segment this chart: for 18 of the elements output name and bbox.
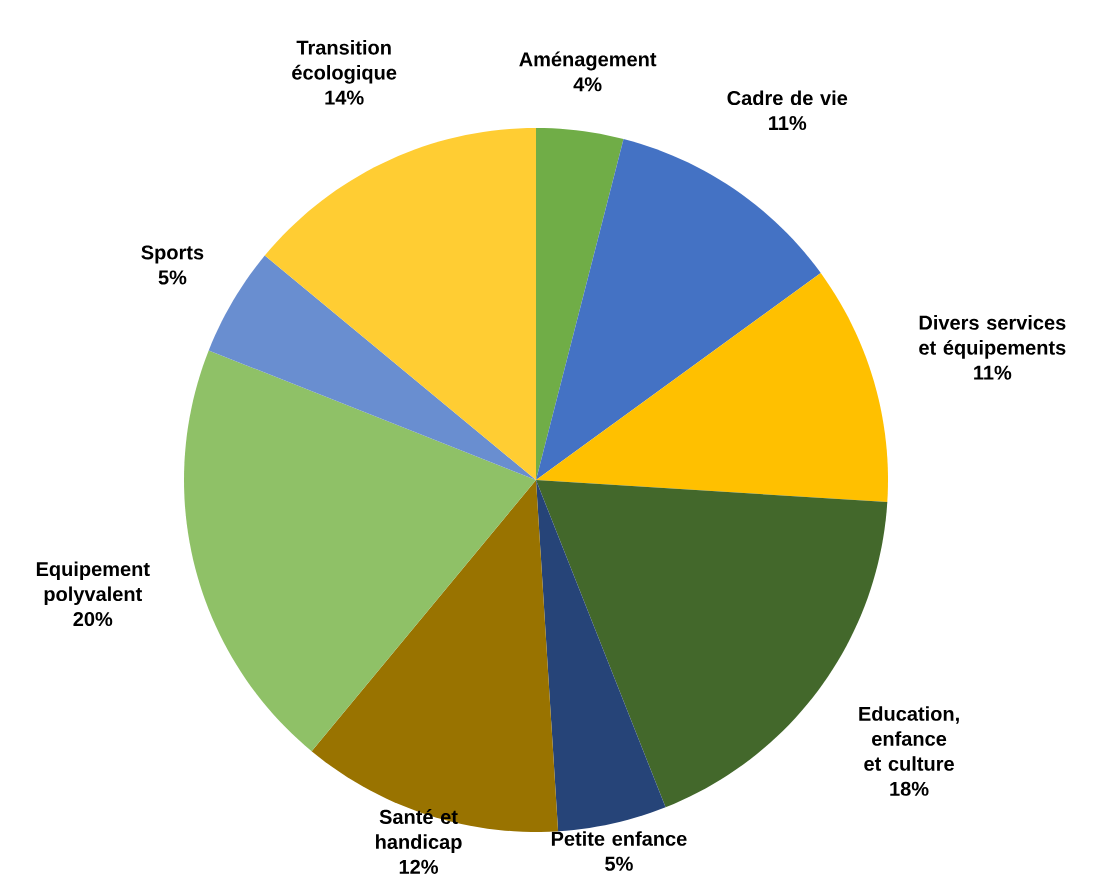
slice-label: Transition écologique xyxy=(292,39,397,84)
data-label: 11% xyxy=(974,365,1012,380)
data-label: 14% xyxy=(325,90,364,105)
slice-label: Petite enfance xyxy=(551,831,687,846)
slice-label: Cadre de vie xyxy=(727,90,848,106)
data-label: 11% xyxy=(769,115,807,131)
slice-label: Equipement polyvalent xyxy=(36,561,150,606)
data-label: 12% xyxy=(399,859,438,874)
data-label: 20% xyxy=(73,611,113,627)
slice-label: Divers services et équipements xyxy=(919,315,1066,359)
data-label: 5% xyxy=(605,856,633,871)
slice-label: Education, enfance et culture xyxy=(859,706,959,771)
data-label: 18% xyxy=(890,781,929,796)
slice-label: Aménagement xyxy=(519,51,657,71)
slice-label: Sports xyxy=(141,245,204,264)
data-label: 5% xyxy=(158,270,187,285)
slice-label: Santé et handicap xyxy=(376,809,462,853)
data-label: 4% xyxy=(573,77,602,92)
